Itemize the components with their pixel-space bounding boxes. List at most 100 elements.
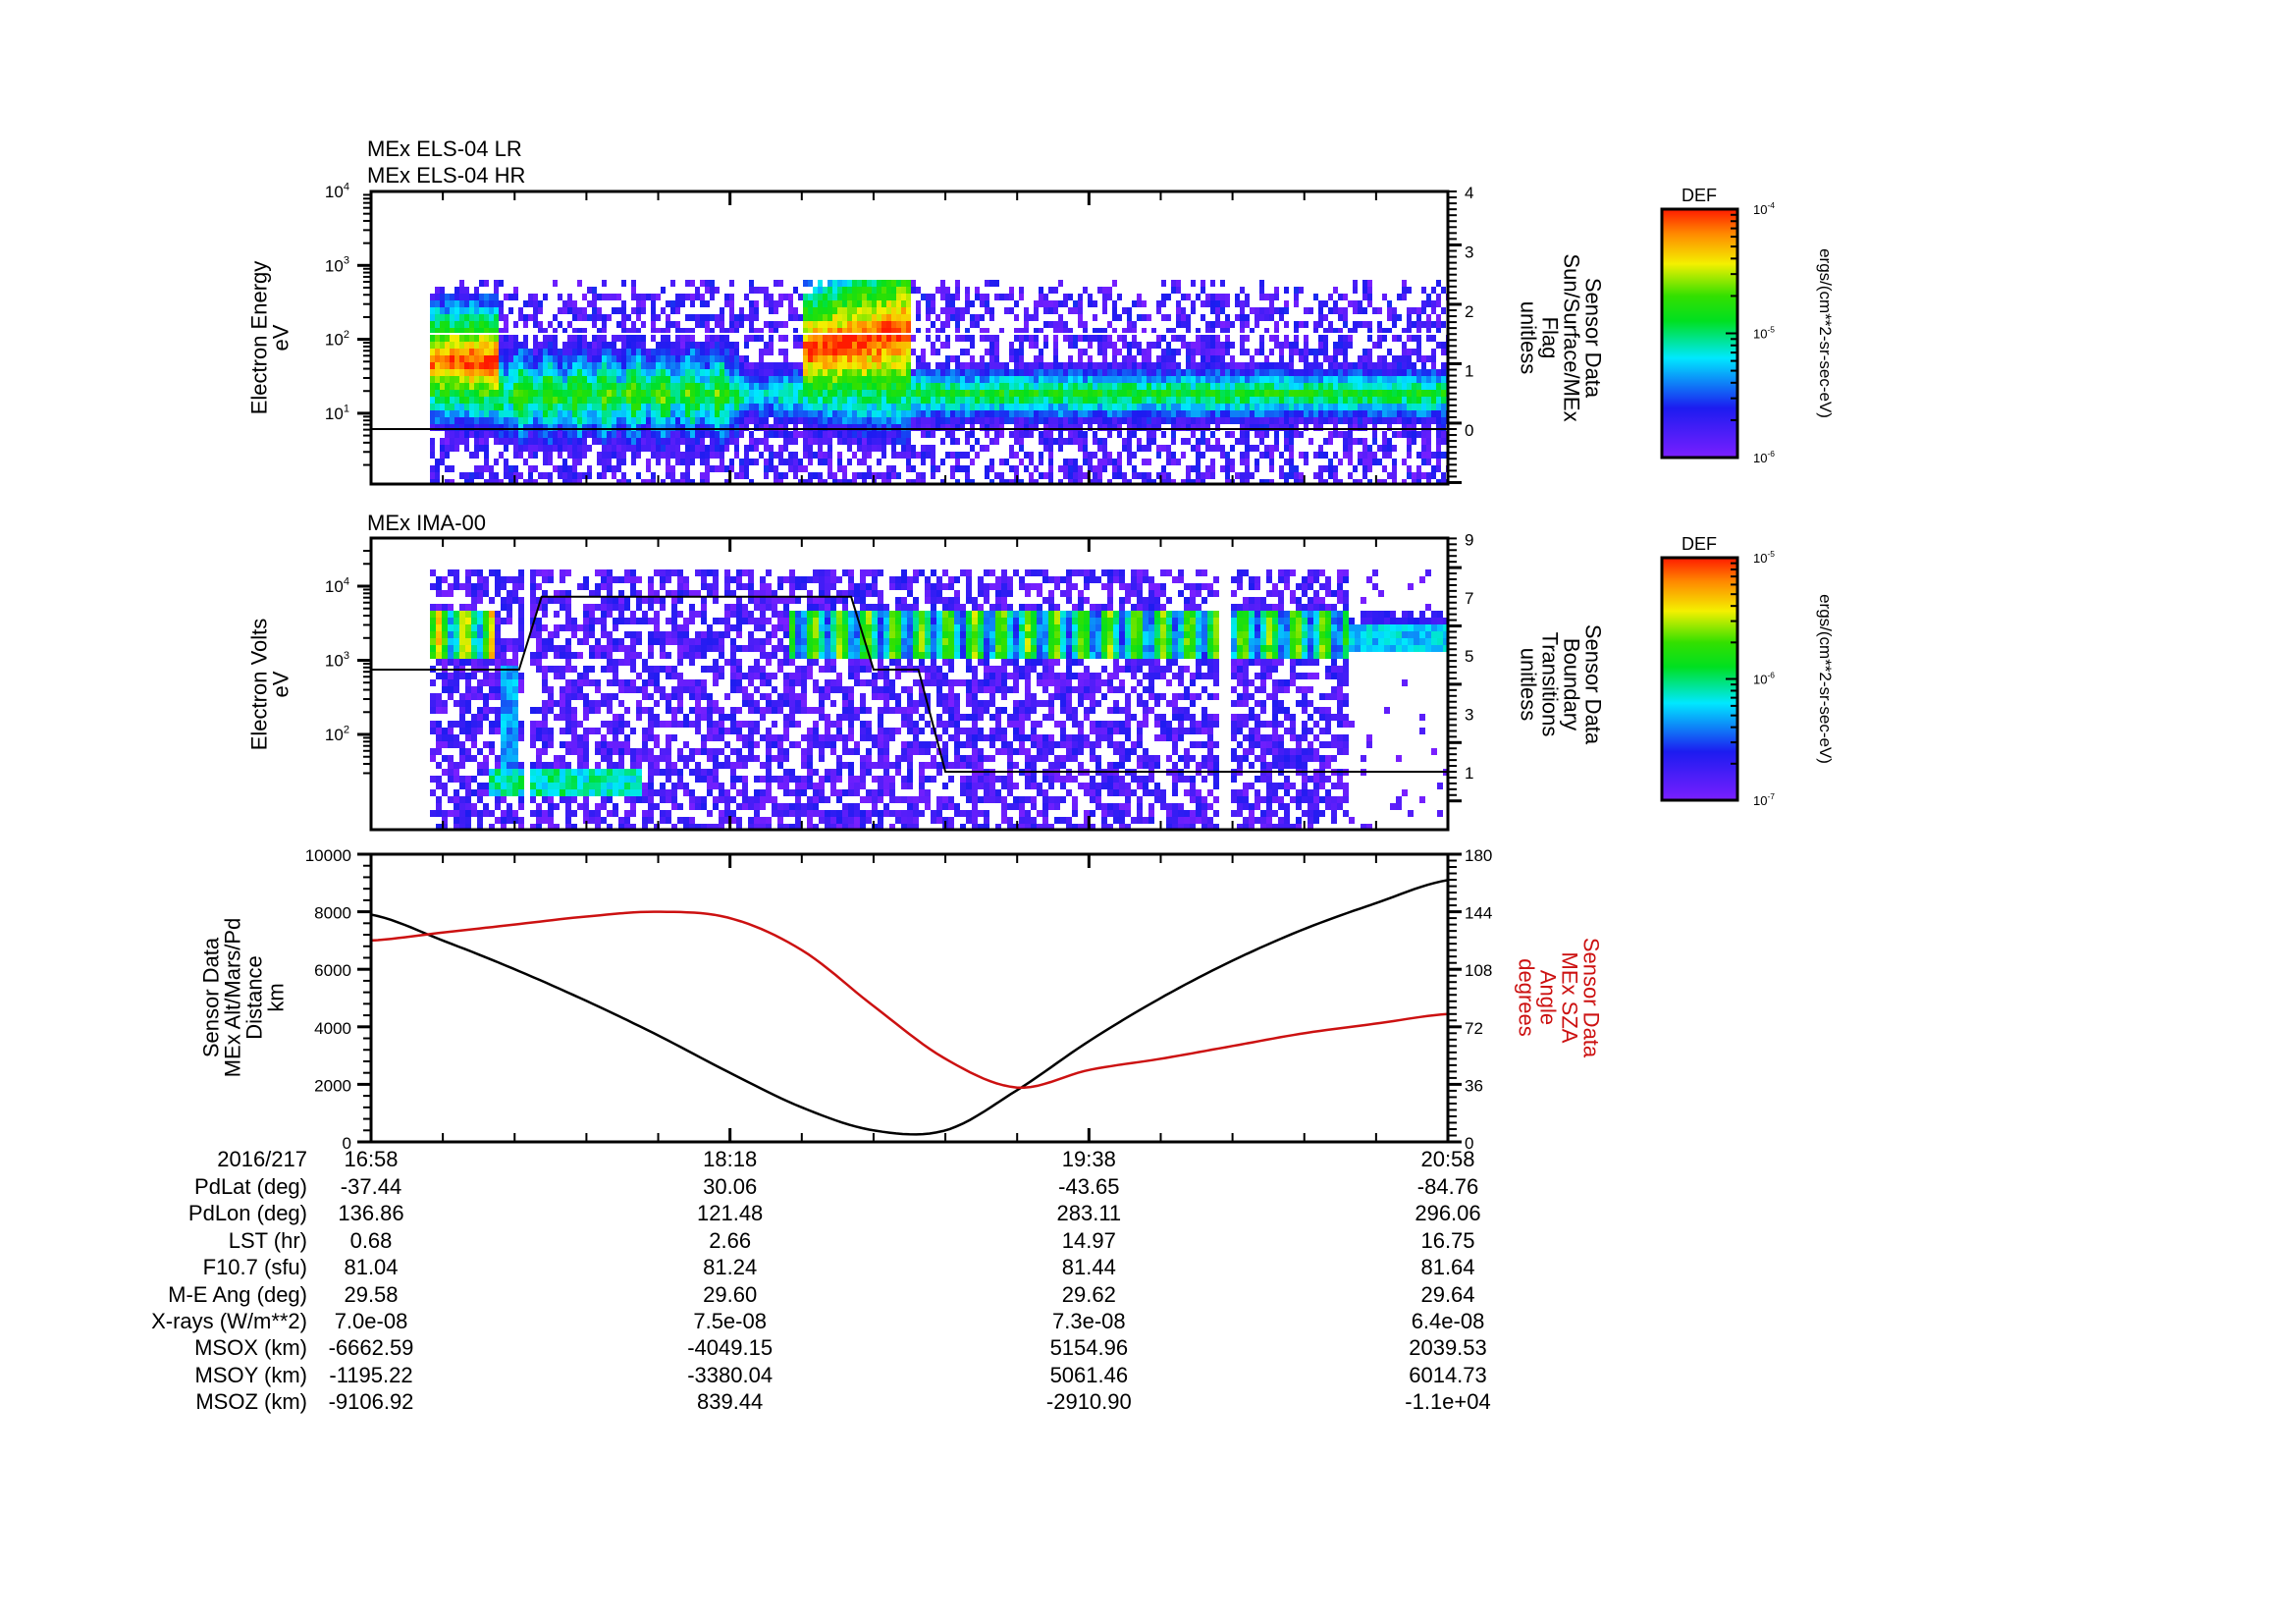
- ima-spectrogram: [430, 569, 1448, 830]
- els-ytick-label: 104: [325, 181, 349, 201]
- ephemeris-row-value: 30.06: [703, 1174, 758, 1199]
- ephemeris-row-value: 29.60: [703, 1281, 758, 1307]
- ephemeris-row-value: 7.3e-08: [1052, 1309, 1126, 1333]
- els-right-ytick-label: 3: [1465, 243, 1473, 262]
- ephemeris-row-value: 121.48: [697, 1201, 764, 1226]
- orbit-right-ytick-label: 144: [1465, 904, 1492, 923]
- ima-ytick-label: 102: [325, 724, 349, 744]
- els-ytick-label: 103: [325, 255, 349, 276]
- els-colorbar-title: DEF: [1682, 186, 1717, 205]
- ephemeris-row-value: -1.1e+04: [1405, 1389, 1491, 1415]
- ima-ytick-label: 104: [325, 575, 349, 596]
- ima-colorbar-title: DEF: [1682, 534, 1717, 554]
- els-ytick-label: 102: [325, 329, 349, 350]
- sza-line: [371, 910, 1448, 1090]
- els-colorbar-unit-label: ergs/(cm**2-sr-sec-eV): [1816, 248, 1835, 418]
- els-colorbar: [1660, 207, 1739, 460]
- ephemeris-row-value: 81.04: [344, 1255, 399, 1280]
- ephemeris-row-value: -6662.59: [328, 1335, 414, 1361]
- orbit-ytick-label: 8000: [314, 904, 351, 923]
- ephemeris-row-value: 6.4e-08: [1411, 1309, 1485, 1333]
- orbit-right-ytick-label: 108: [1465, 961, 1492, 980]
- ephemeris-row-value: 7.0e-08: [334, 1309, 408, 1333]
- ephemeris-row-value: 14.97: [1061, 1227, 1116, 1253]
- ima-right-ytick-label: 1: [1465, 764, 1473, 783]
- ephemeris-row-value: 16.75: [1420, 1227, 1475, 1253]
- ephemeris-row-value: 81.24: [703, 1255, 758, 1280]
- ima-right-ytick-label: 5: [1465, 647, 1473, 666]
- ima-panel: [357, 536, 1462, 832]
- ephemeris-row-value: 839.44: [697, 1389, 764, 1415]
- els-colorbar-tick-label: 10-4: [1753, 200, 1775, 217]
- ephemeris-row-label: X-rays (W/m**2): [151, 1309, 307, 1333]
- ephemeris-row-value: 6014.73: [1409, 1362, 1487, 1387]
- ephemeris-row-value: 0.68: [349, 1227, 393, 1253]
- ephemeris-row-value: 29.58: [344, 1281, 399, 1307]
- ephemeris-row-value: 81.64: [1420, 1255, 1475, 1280]
- els-frame: [369, 189, 1450, 486]
- ephemeris-row-value: -1195.22: [329, 1362, 413, 1387]
- ephemeris-row-value: -43.65: [1058, 1174, 1120, 1199]
- ima-right-ytick-label: 3: [1465, 706, 1473, 725]
- ephemeris-row-label: F10.7 (sfu): [202, 1255, 307, 1280]
- ephemeris-row-value: -9106.92: [328, 1389, 414, 1415]
- orbit-ytick-label: 2000: [314, 1076, 351, 1095]
- orbit-right-ytick-label: 36: [1465, 1076, 1483, 1095]
- ima-title: MEx IMA-00: [367, 511, 486, 535]
- els-colorbar-tick-label: 10-5: [1753, 325, 1775, 342]
- time-axis-row-value: 18:18: [703, 1147, 758, 1171]
- orbit-panel: [357, 852, 1462, 1144]
- ephemeris-row-value: 29.62: [1061, 1281, 1116, 1307]
- ephemeris-row-value: 5154.96: [1049, 1335, 1129, 1361]
- ima-right-ytick-label: 9: [1465, 530, 1473, 549]
- orbit-right-ytick-label: 0: [1465, 1134, 1473, 1153]
- ephemeris-row-label: M-E Ang (deg): [168, 1281, 307, 1307]
- els-title-lr: MEx ELS-04 LR: [367, 136, 522, 161]
- ima-colorbar-tick-label: 10-6: [1753, 671, 1775, 687]
- time-axis-row-value: 19:38: [1061, 1147, 1116, 1171]
- ephemeris-row-value: -3380.04: [687, 1362, 774, 1387]
- ephemeris-row-value: -2910.90: [1045, 1389, 1132, 1415]
- ephemeris-row-label: MSOY (km): [194, 1362, 307, 1387]
- ephemeris-row-label: LST (hr): [228, 1227, 307, 1253]
- ephemeris-row-value: 2039.53: [1409, 1335, 1487, 1361]
- ephemeris-row-value: 283.11: [1056, 1201, 1122, 1226]
- ima-right-ytick-label: 7: [1465, 589, 1473, 608]
- ephemeris-row-value: -4049.15: [687, 1335, 774, 1361]
- orbit-ytick-label: 0: [343, 1134, 351, 1153]
- time-axis-row-value: 16:58: [344, 1147, 399, 1171]
- ephemeris-row-value: 136.86: [338, 1201, 404, 1226]
- els-spectrogram: [430, 280, 1448, 484]
- ima-boundary-line: [371, 595, 1448, 773]
- orbit-right-ytick-label: 72: [1465, 1019, 1483, 1038]
- ephemeris-row-value: 2.66: [709, 1227, 752, 1253]
- ephemeris-row-value: 296.06: [1415, 1201, 1481, 1226]
- ephemeris-row-value: 81.44: [1061, 1255, 1116, 1280]
- ephemeris-row-value: 7.5e-08: [693, 1309, 767, 1333]
- els-colorbar-tick-label: 10-6: [1753, 449, 1775, 465]
- els-right-ytick-label: 0: [1465, 421, 1473, 440]
- orbit-frame: [369, 852, 1450, 1144]
- time-axis-row-label: 2016/217: [217, 1147, 307, 1171]
- altitude-line: [371, 879, 1448, 1136]
- els-right-ytick-label: 4: [1465, 184, 1473, 202]
- els-title-hr: MEx ELS-04 HR: [367, 163, 525, 188]
- els-panel: [357, 189, 1462, 486]
- ima-colorbar: [1660, 556, 1739, 802]
- time-axis-row-value: 20:58: [1420, 1147, 1475, 1171]
- orbit-ytick-label: 4000: [314, 1019, 351, 1038]
- ima-colorbar-unit-label: ergs/(cm**2-sr-sec-eV): [1816, 594, 1835, 764]
- orbit-ytick-label: 10000: [305, 846, 351, 865]
- ephemeris-row-value: -37.44: [340, 1174, 402, 1199]
- ephemeris-row-label: PdLat (deg): [194, 1174, 307, 1199]
- els-ytick-label: 101: [325, 403, 349, 423]
- ephemeris-row-value: 5061.46: [1049, 1362, 1129, 1387]
- ima-colorbar-tick-label: 10-7: [1753, 791, 1775, 808]
